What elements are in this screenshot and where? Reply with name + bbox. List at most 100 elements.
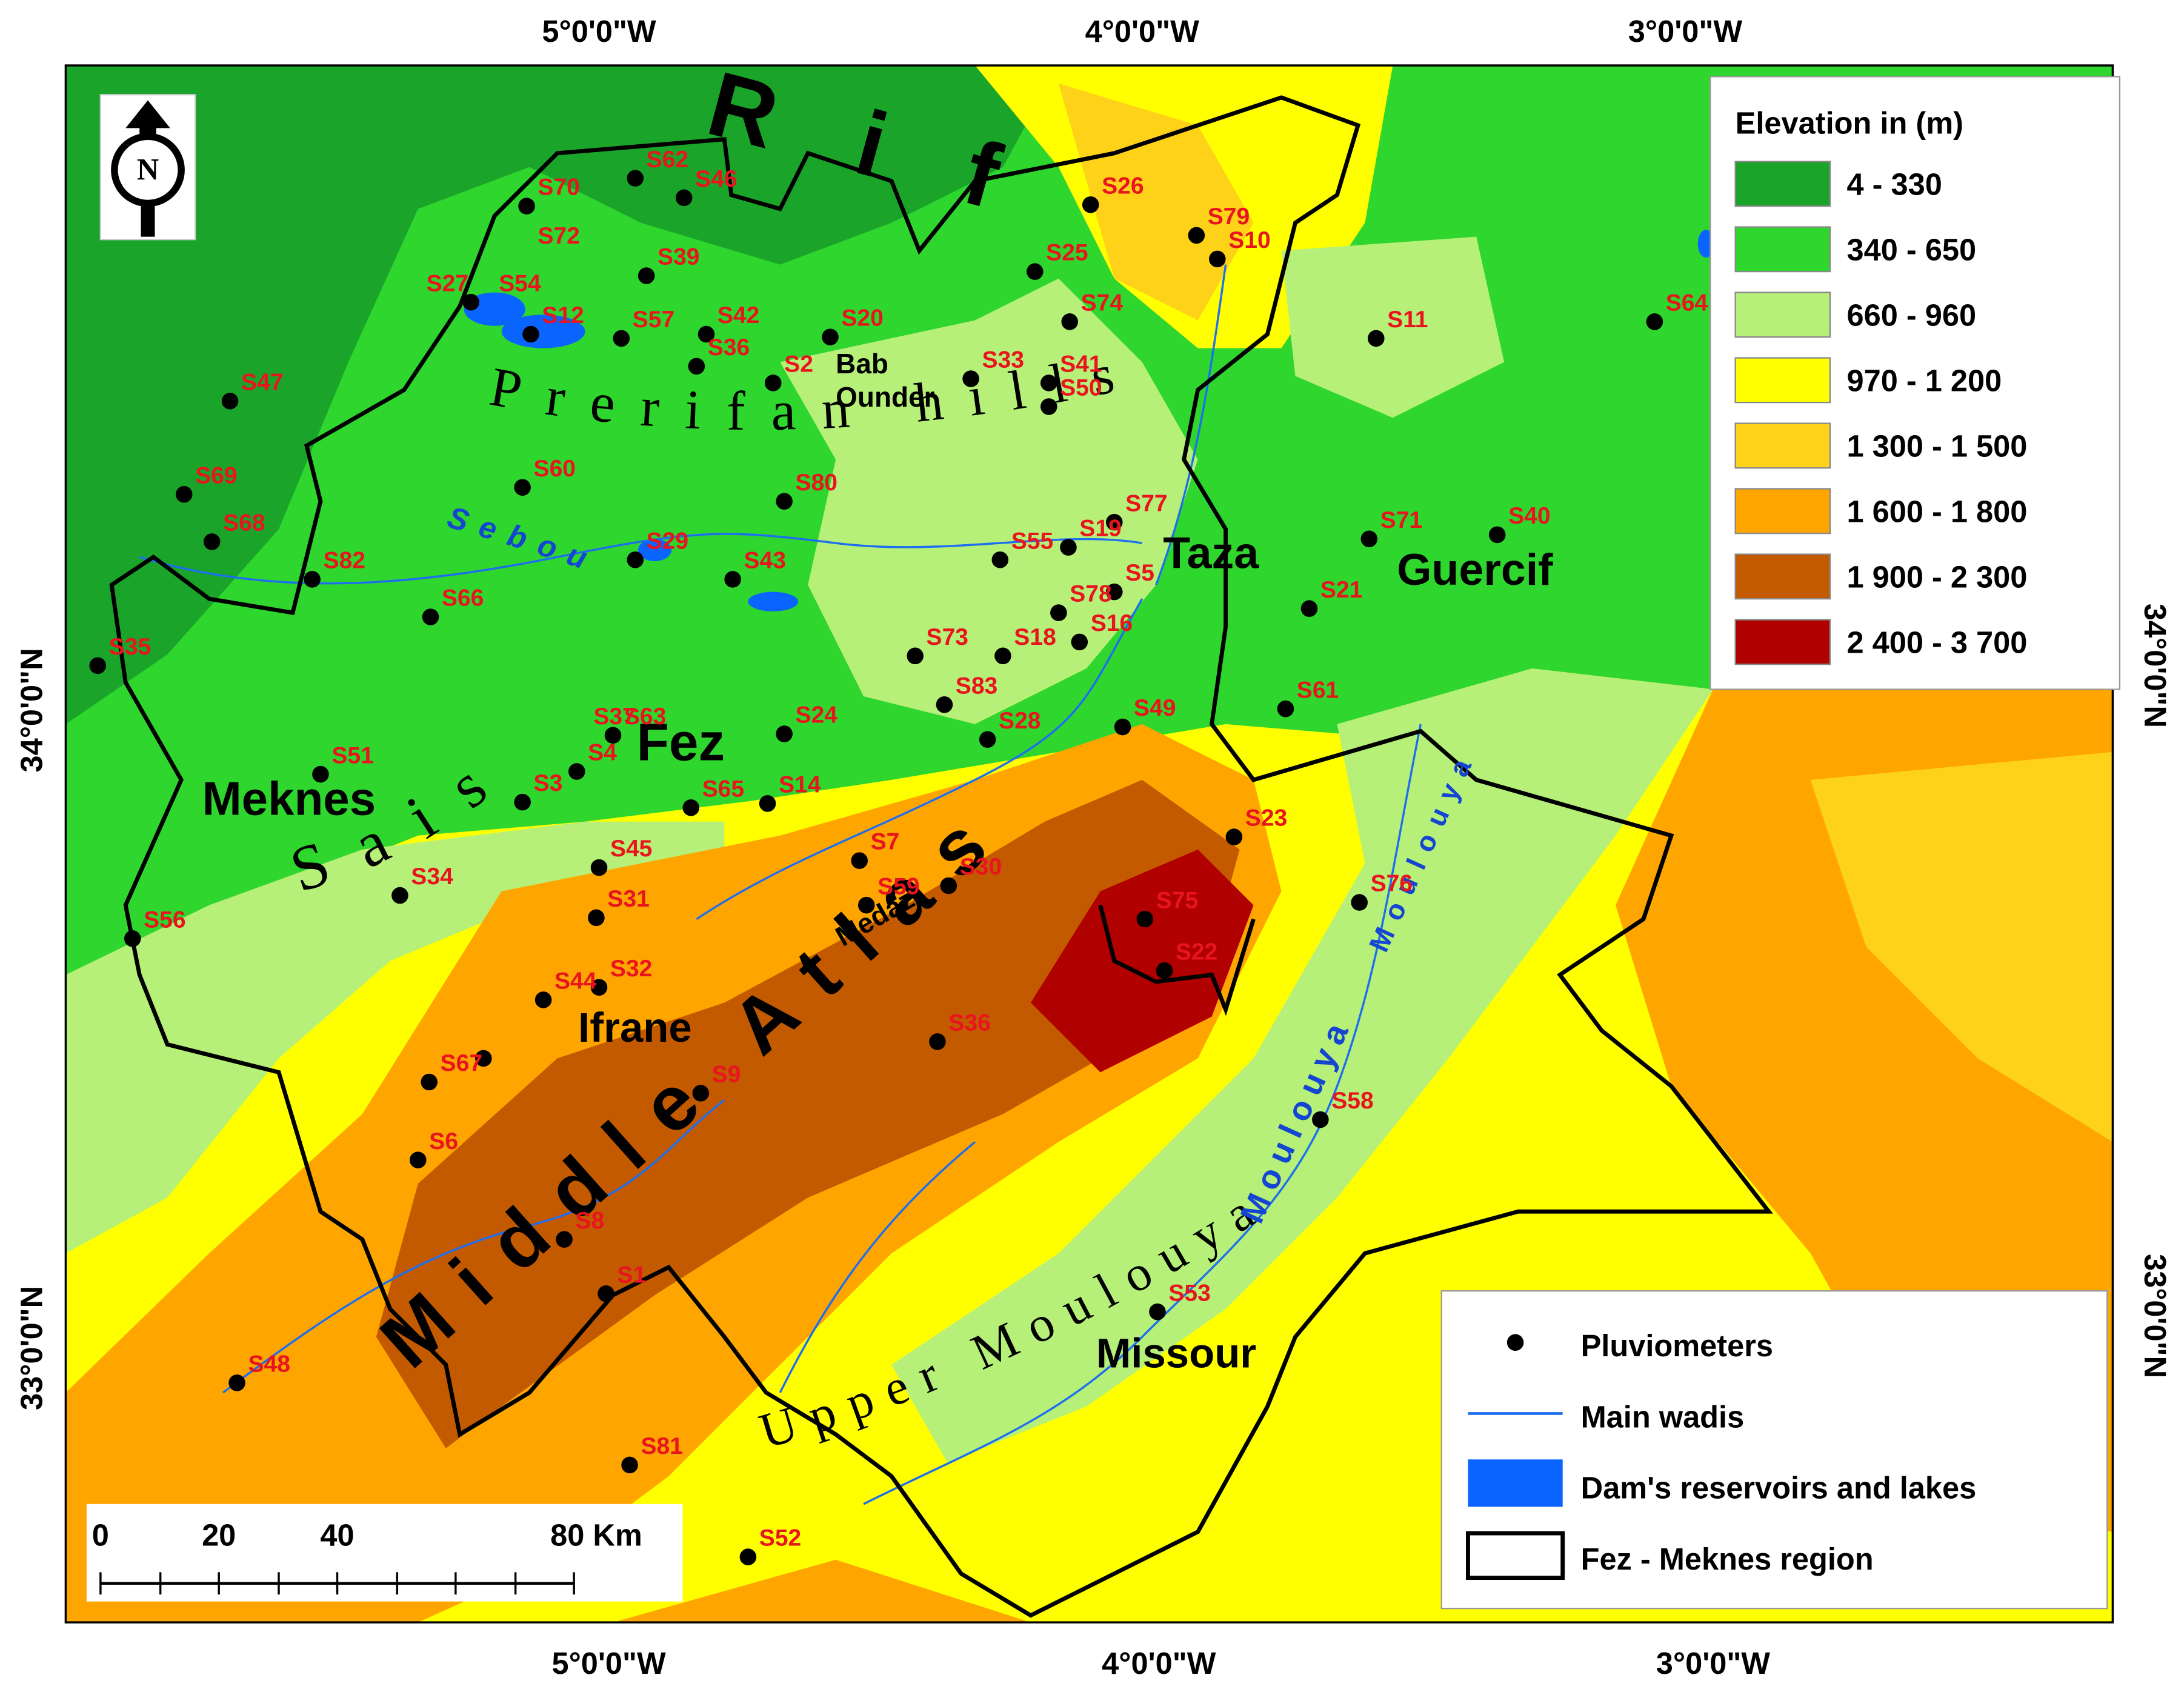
station-label: S61 bbox=[1297, 677, 1339, 703]
pluviometer bbox=[764, 375, 782, 391]
pluviometer bbox=[590, 859, 608, 876]
station-label: S55 bbox=[1011, 528, 1053, 554]
pluviometer bbox=[228, 1374, 245, 1391]
station-label: S52 bbox=[759, 1525, 801, 1551]
station-label: S64 bbox=[1666, 290, 1708, 316]
pluviometer bbox=[1061, 313, 1079, 330]
station-label: S58 bbox=[1331, 1088, 1373, 1114]
pluviometer bbox=[692, 1085, 710, 1102]
scale-label: 0 bbox=[92, 1518, 109, 1553]
pluviometer bbox=[907, 647, 924, 665]
station-label: S20 bbox=[841, 305, 883, 331]
pluviometer bbox=[613, 330, 630, 347]
pluviometer bbox=[534, 991, 552, 1008]
legend-label: Dam's reservoirs and lakes bbox=[1581, 1471, 1977, 1505]
pluviometer bbox=[776, 493, 793, 510]
station-label: S77 bbox=[1125, 490, 1167, 516]
north-arrow: N bbox=[99, 94, 196, 241]
pluviometer bbox=[514, 793, 531, 811]
legend-swatch bbox=[1734, 422, 1831, 469]
station-label: S47 bbox=[241, 369, 283, 395]
station-label: S10 bbox=[1228, 227, 1270, 253]
station-label: S44 bbox=[554, 968, 597, 994]
pluviometer bbox=[598, 1285, 614, 1302]
station-label: S83 bbox=[956, 673, 997, 699]
legend-label: 4 - 330 bbox=[1846, 167, 1942, 202]
region-boundary bbox=[1098, 904, 1256, 1016]
pluviometer bbox=[518, 198, 535, 215]
pluviometer bbox=[638, 267, 655, 284]
station-label: S24 bbox=[796, 702, 838, 728]
wadi bbox=[1155, 264, 1227, 585]
pluviometer bbox=[1156, 962, 1173, 979]
station-label: S65 bbox=[702, 776, 744, 802]
pluviometer bbox=[1114, 718, 1131, 736]
pluviometer bbox=[1646, 313, 1663, 330]
station-label: S50 bbox=[1060, 375, 1102, 401]
station-label: S75 bbox=[1156, 887, 1198, 913]
station-label: S39 bbox=[658, 244, 699, 270]
legend-label: 660 - 960 bbox=[1846, 298, 1976, 333]
station-label: S1 bbox=[617, 1262, 646, 1288]
station-label: S69 bbox=[195, 462, 237, 488]
station-label: S32 bbox=[610, 956, 652, 982]
legend-label: 1 900 - 2 300 bbox=[1846, 560, 2027, 595]
axis-label-bottom: 5°0'0"W bbox=[551, 1646, 666, 1680]
pluviometer bbox=[1360, 530, 1378, 548]
wadi bbox=[863, 724, 1422, 1505]
pluviometer bbox=[124, 930, 141, 947]
pluviometer bbox=[1312, 1111, 1329, 1128]
station-label: S74 bbox=[1081, 290, 1124, 316]
station-label: S16 bbox=[1091, 610, 1133, 636]
legend-title: Elevation in (m) bbox=[1736, 106, 1963, 141]
station-label: S62 bbox=[647, 147, 688, 173]
place-label: Meknes bbox=[202, 771, 376, 825]
pluviometer bbox=[621, 1456, 638, 1474]
pluviometer bbox=[1488, 526, 1506, 544]
station-label: S42 bbox=[717, 302, 759, 328]
station-label: S70 bbox=[538, 175, 579, 201]
pluviometer bbox=[1082, 196, 1099, 213]
legend-label: Pluviometers bbox=[1581, 1328, 1773, 1363]
pluviometer bbox=[568, 763, 585, 780]
pluviometer bbox=[697, 325, 715, 343]
pluviometer bbox=[688, 358, 705, 375]
pluviometer bbox=[175, 485, 193, 503]
pluviometer bbox=[962, 370, 979, 387]
station-label: S33 bbox=[982, 347, 1024, 373]
terrain-hill-east bbox=[1281, 236, 1505, 418]
scale-label: 20 bbox=[202, 1518, 236, 1553]
pluviometer bbox=[627, 551, 644, 568]
station-label: S78 bbox=[1070, 581, 1111, 607]
station-label: S81 bbox=[641, 1433, 682, 1459]
place-label: Ifrane bbox=[578, 1004, 692, 1051]
place-label: Missour bbox=[1096, 1330, 1256, 1377]
station-label: S5 bbox=[1125, 560, 1154, 586]
station-label: S66 bbox=[442, 585, 484, 611]
place-label: Ounder bbox=[836, 381, 934, 413]
pluviometer bbox=[391, 887, 408, 904]
pluviometer bbox=[1105, 513, 1123, 531]
pluviometer bbox=[221, 393, 239, 410]
station-label: S34 bbox=[411, 864, 453, 890]
terrain-moulouya bbox=[891, 668, 1713, 1462]
legend-dot bbox=[1506, 1334, 1524, 1351]
station-label: S41 bbox=[1060, 351, 1102, 378]
station-label: S43 bbox=[744, 548, 786, 574]
pluviometer bbox=[991, 551, 1009, 568]
pluviometer bbox=[979, 731, 996, 748]
pluviometer bbox=[1225, 828, 1243, 845]
terrain-atlas bbox=[376, 779, 1240, 1448]
station-label: S36 bbox=[708, 335, 750, 361]
terrain-rif-high bbox=[1058, 83, 1254, 321]
pluviometer bbox=[1136, 910, 1154, 928]
place-label: Fez bbox=[637, 713, 725, 772]
station-label: S45 bbox=[610, 836, 652, 862]
pluviometer bbox=[940, 877, 957, 894]
station-label: S57 bbox=[633, 307, 674, 333]
terrain-hills bbox=[780, 278, 1198, 724]
station-label: S30 bbox=[960, 854, 1002, 880]
axis-label-bottom: 3°0'0"W bbox=[1656, 1646, 1771, 1680]
pluviometer bbox=[627, 170, 644, 187]
